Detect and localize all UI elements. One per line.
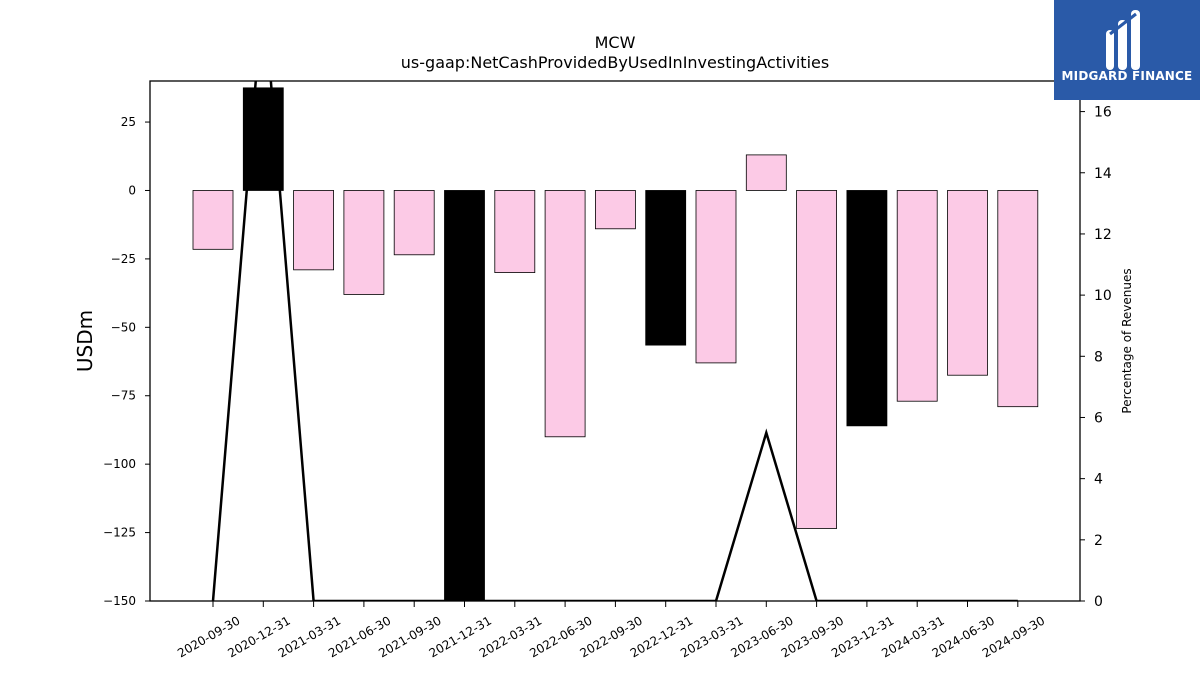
bar-2022-12-31 xyxy=(645,190,687,346)
y-tick-label: −125 xyxy=(103,526,136,540)
bar-2022-09-30 xyxy=(595,190,636,230)
bar-2020-09-30 xyxy=(192,190,234,250)
y2-tick-label: 16 xyxy=(1094,105,1112,121)
bar-2022-03-31 xyxy=(494,190,536,273)
y-tick-label: −100 xyxy=(103,457,136,471)
bar-2020-12-31 xyxy=(242,87,284,191)
y-tick-label: 25 xyxy=(121,115,136,129)
x-axis: 2020-09-302020-12-312021-03-312021-06-30… xyxy=(175,601,1047,660)
plot-frame xyxy=(149,80,1081,602)
y-tick-label: −75 xyxy=(111,389,136,403)
logo-mark-icon xyxy=(1106,10,1140,70)
secondary-y-axis-label: Percentage of Revenues xyxy=(1120,268,1134,413)
y2-tick-label: 10 xyxy=(1094,288,1112,304)
secondary-y-axis: 0 2 4 6 8 10 12 14 16 xyxy=(1080,105,1112,610)
bar-2021-09-30 xyxy=(393,190,435,256)
bar-2022-06-30 xyxy=(544,190,586,438)
bar-2024-03-31 xyxy=(896,190,938,402)
bar-2024-09-30 xyxy=(997,190,1039,408)
y-tick-label: −150 xyxy=(103,594,136,608)
bar-2021-03-31 xyxy=(293,190,335,271)
bar-2023-09-30 xyxy=(796,190,837,529)
y-tick-label: −25 xyxy=(111,252,136,266)
bar-2024-06-30 xyxy=(947,190,988,376)
y2-tick-label: 6 xyxy=(1094,410,1103,426)
y-axis-label: USDm xyxy=(73,310,97,372)
bar-2023-03-31 xyxy=(695,190,737,364)
bar-2023-12-31 xyxy=(846,190,888,427)
y2-tick-label: 4 xyxy=(1094,472,1103,488)
bar-2021-06-30 xyxy=(343,190,385,295)
bar-2021-12-31 xyxy=(444,190,485,601)
chart-subtitle: us-gaap:NetCashProvidedByUsedInInvesting… xyxy=(401,53,829,72)
y-tick-label: −50 xyxy=(111,320,136,334)
y2-tick-label: 14 xyxy=(1094,166,1112,182)
y-tick-label: 0 xyxy=(128,183,136,197)
y2-tick-label: 0 xyxy=(1094,594,1103,610)
y-axis: 25 0 −25 −50 −75 −100 −125 −150 xyxy=(103,115,150,608)
bar-2023-06-30 xyxy=(745,154,787,191)
y2-tick-label: 12 xyxy=(1094,227,1112,243)
bar-series xyxy=(192,87,1039,601)
brand-logo: MIDGARD FINANCE xyxy=(1054,0,1200,100)
chart-title: MCW xyxy=(595,33,636,52)
y2-tick-label: 2 xyxy=(1094,533,1103,549)
y2-tick-label: 8 xyxy=(1094,349,1103,365)
brand-name: MIDGARD FINANCE xyxy=(1061,69,1193,83)
